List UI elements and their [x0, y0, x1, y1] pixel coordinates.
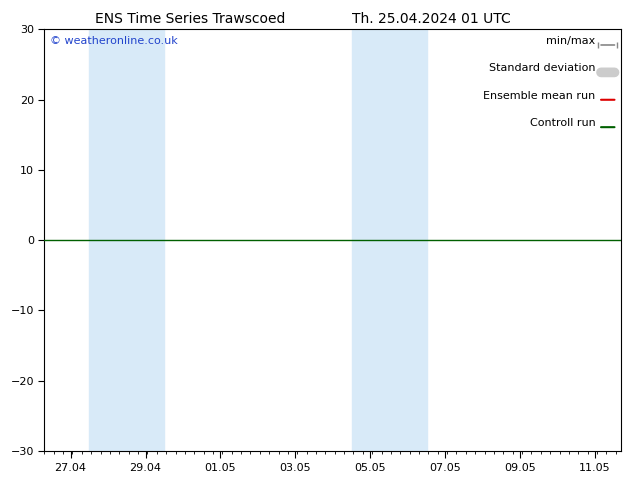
Text: Controll run: Controll run: [529, 118, 595, 128]
Bar: [89, 29, 127, 451]
Text: © weatheronline.co.uk: © weatheronline.co.uk: [50, 36, 178, 46]
Text: Standard deviation: Standard deviation: [489, 63, 595, 73]
Bar: [389, 29, 427, 451]
Text: ENS Time Series Trawscoed: ENS Time Series Trawscoed: [95, 12, 285, 26]
Text: Ensemble mean run: Ensemble mean run: [483, 91, 595, 100]
Bar: [127, 29, 164, 451]
Bar: [352, 29, 389, 451]
Text: min/max: min/max: [546, 36, 595, 46]
Text: Th. 25.04.2024 01 UTC: Th. 25.04.2024 01 UTC: [352, 12, 510, 26]
